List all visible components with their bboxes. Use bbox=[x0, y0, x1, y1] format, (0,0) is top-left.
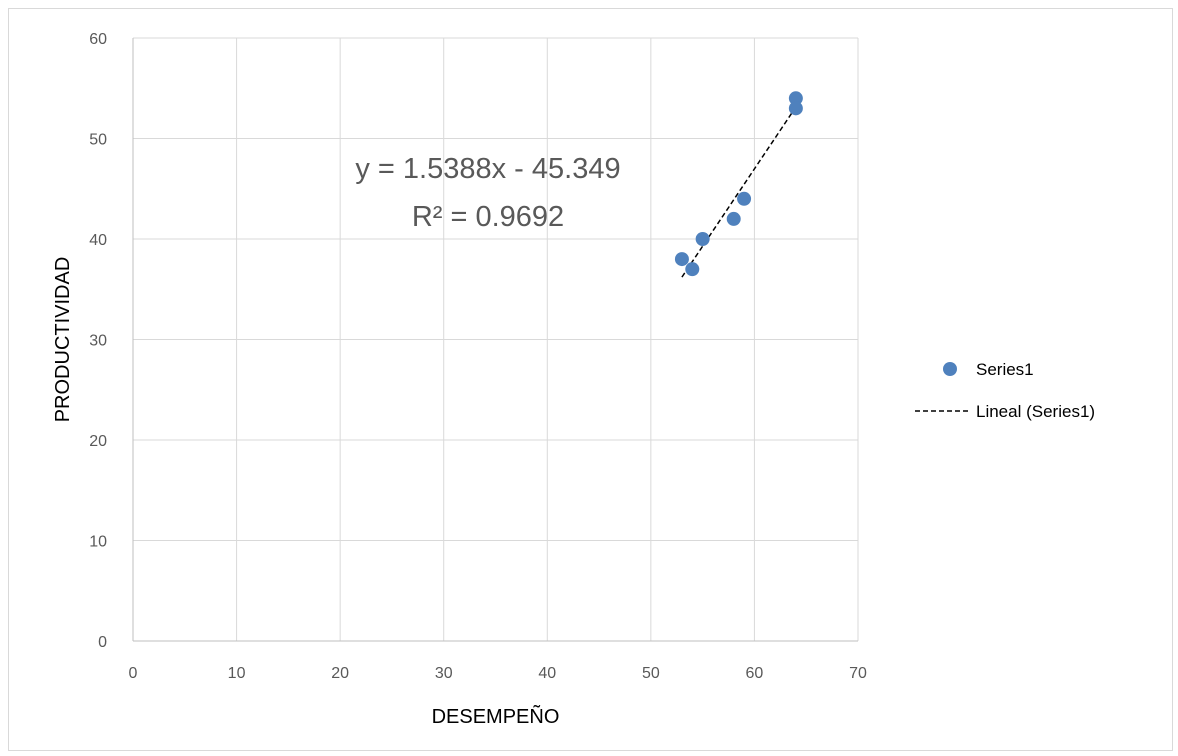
x-tick-label: 40 bbox=[538, 665, 556, 682]
x-tick-label: 20 bbox=[331, 665, 349, 682]
x-tick-label: 10 bbox=[228, 665, 246, 682]
scatter-point[interactable] bbox=[726, 211, 741, 226]
scatter-point[interactable] bbox=[788, 101, 803, 116]
data-points bbox=[674, 91, 803, 277]
y-tick-label: 20 bbox=[89, 433, 107, 450]
axes bbox=[132, 38, 858, 642]
y-axis-title: PRODUCTIVIDAD bbox=[52, 257, 74, 423]
trendline-equation: y = 1.5388x - 45.349 bbox=[355, 153, 620, 185]
r-squared-label: R² = 0.9692 bbox=[412, 201, 564, 233]
legend-trendline-label: Lineal (Series1) bbox=[976, 402, 1095, 421]
scatter-point[interactable] bbox=[685, 262, 700, 277]
gridlines bbox=[133, 37, 859, 641]
y-tick-label: 60 bbox=[89, 31, 107, 48]
y-tick-label: 10 bbox=[89, 534, 107, 551]
legend-series1-label: Series1 bbox=[976, 360, 1034, 379]
trendline bbox=[681, 106, 797, 278]
x-tick-label: 50 bbox=[642, 665, 660, 682]
x-axis-title: DESEMPEÑO bbox=[432, 704, 560, 728]
scatter-point[interactable] bbox=[695, 232, 710, 246]
y-tick-label: 0 bbox=[98, 634, 107, 651]
x-tick-label: 30 bbox=[435, 665, 453, 682]
y-tick-label: 30 bbox=[89, 333, 107, 350]
chart-area bbox=[8, 8, 1173, 751]
legend[interactable]: Series1 Lineal (Series1) bbox=[915, 360, 1095, 421]
scatter-point[interactable] bbox=[737, 191, 752, 206]
y-tick-labels: 0 10 20 30 40 50 60 bbox=[89, 31, 107, 651]
trendline-group bbox=[681, 106, 797, 278]
x-tick-label: 60 bbox=[746, 665, 764, 682]
scatter-point[interactable] bbox=[674, 252, 689, 267]
x-tick-label: 70 bbox=[849, 665, 867, 682]
y-tick-label: 50 bbox=[89, 132, 107, 149]
scatter-point[interactable] bbox=[788, 91, 803, 106]
x-tick-label: 0 bbox=[129, 665, 138, 682]
y-tick-label: 40 bbox=[89, 232, 107, 249]
legend-series1-marker bbox=[943, 362, 957, 376]
x-tick-labels: 0 10 20 30 40 50 60 70 bbox=[129, 665, 867, 682]
